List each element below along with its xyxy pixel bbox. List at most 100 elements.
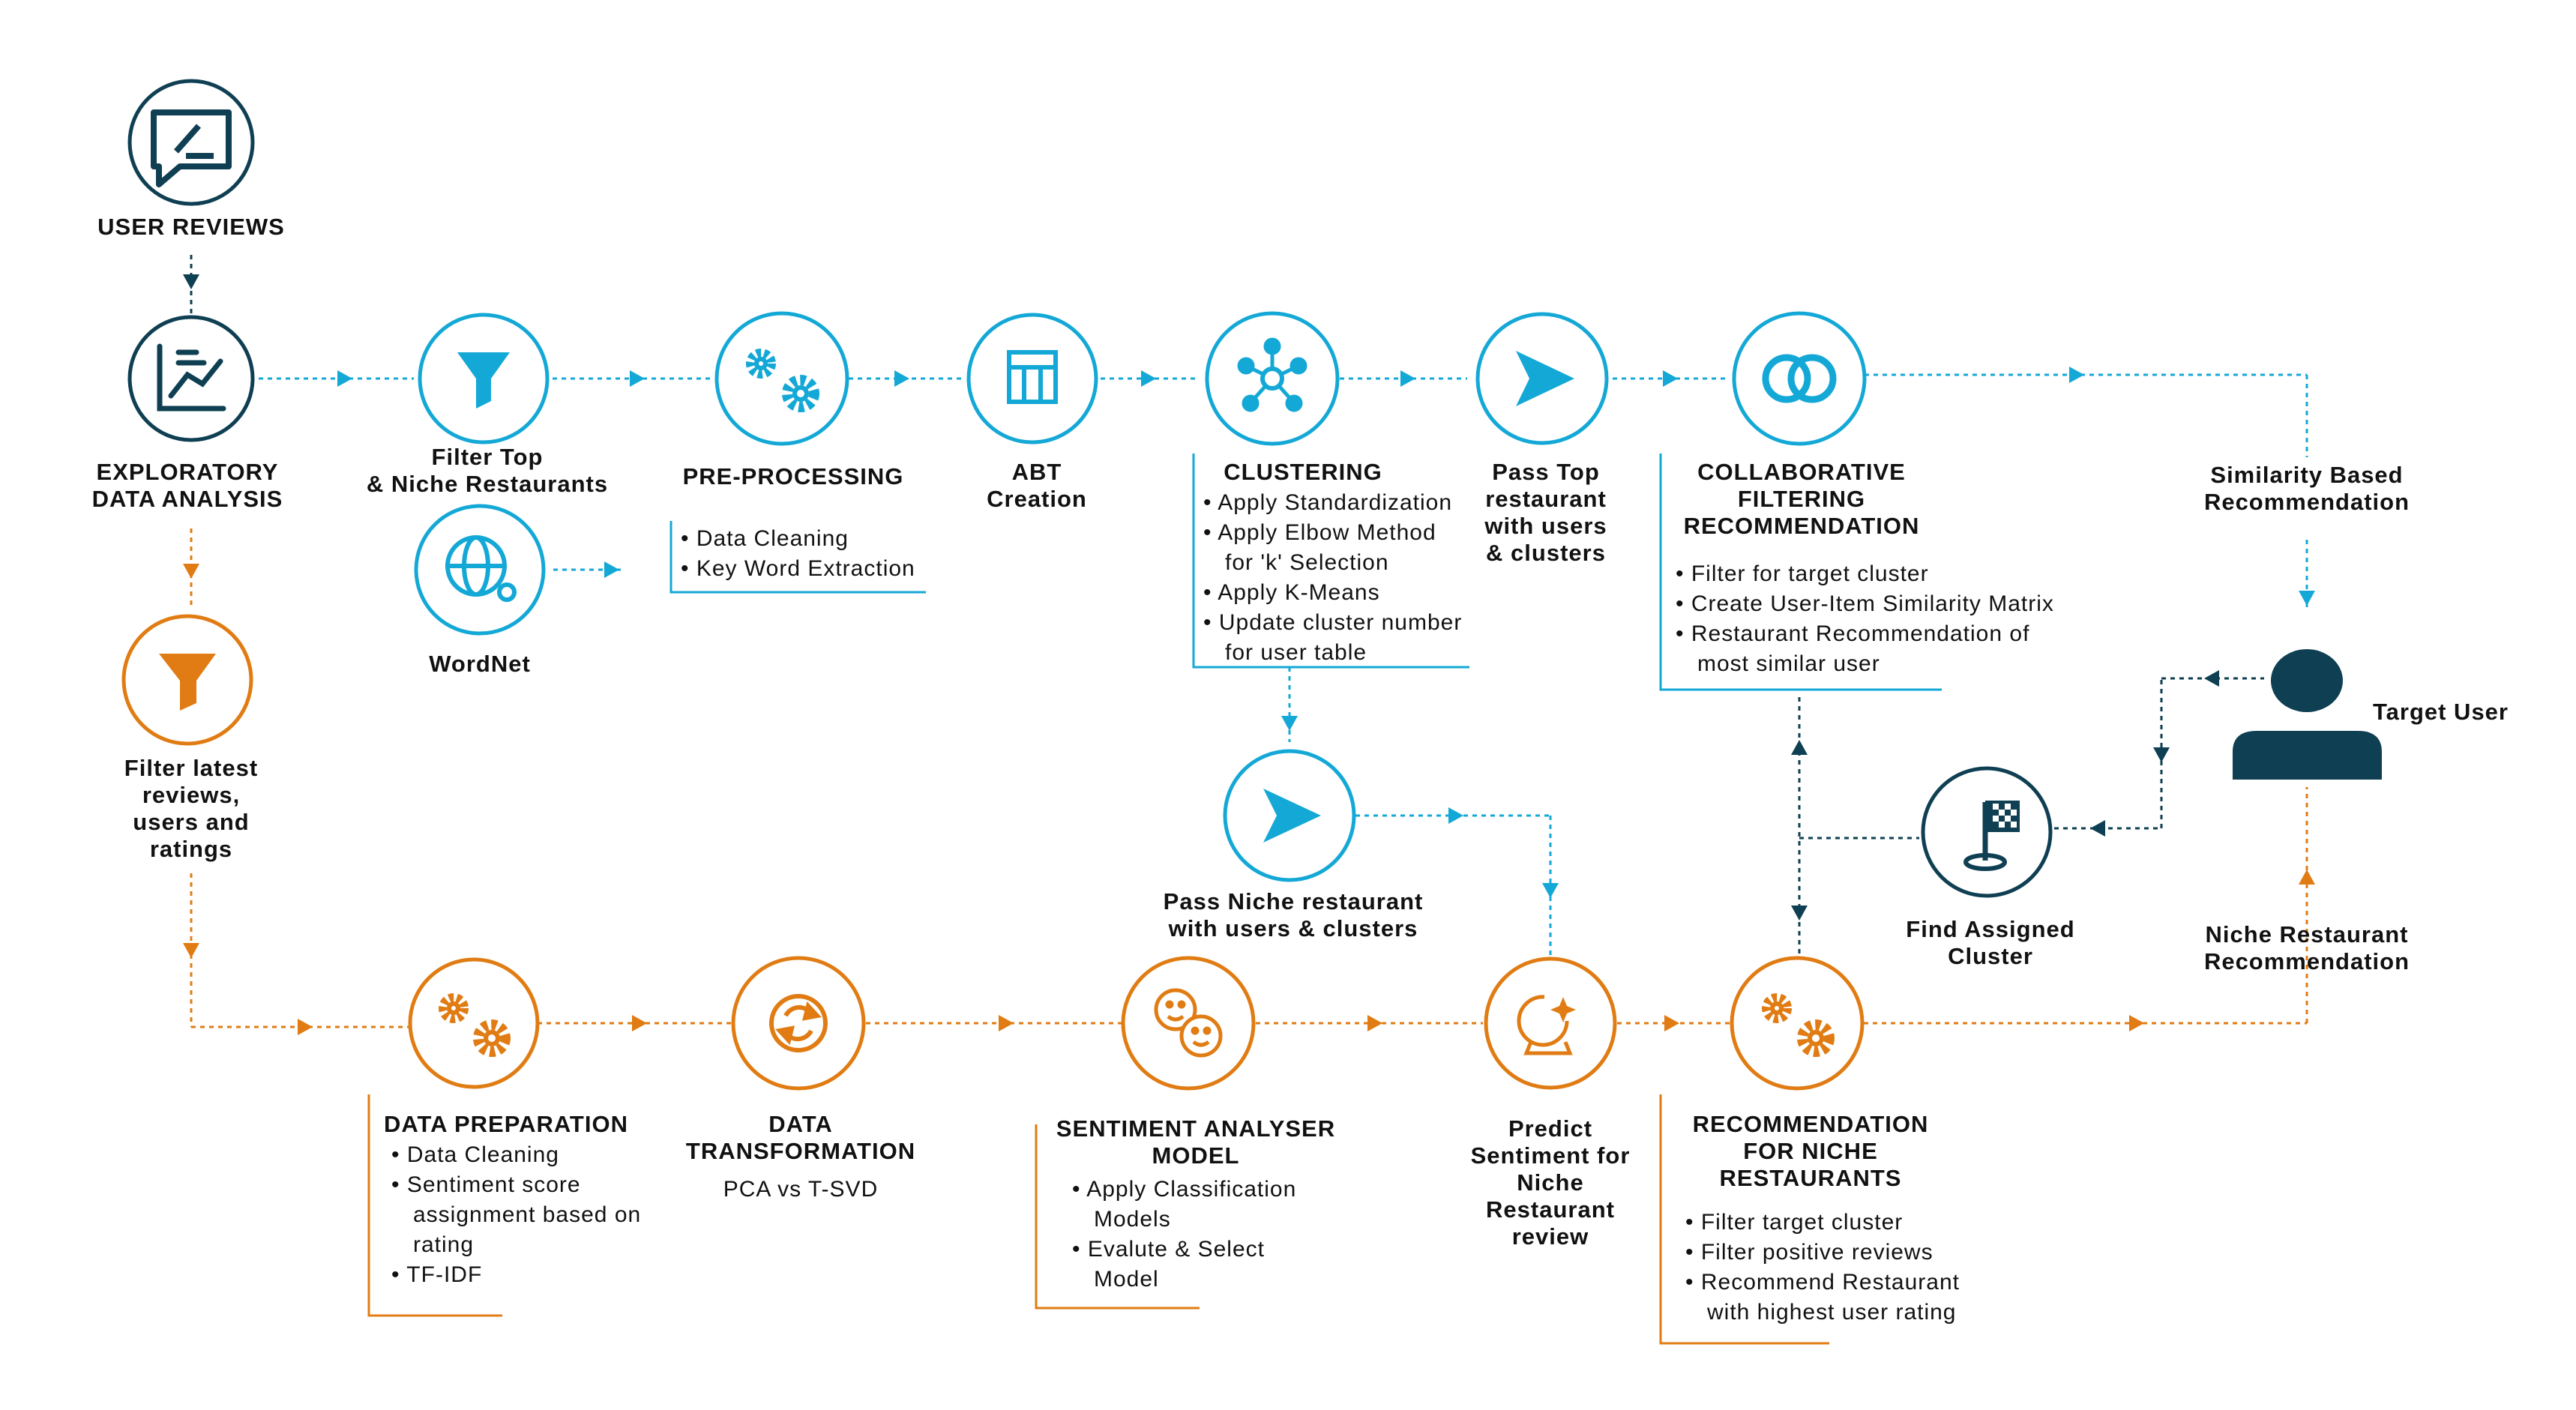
data-prep-label: DATA PREPARATION	[384, 1111, 628, 1137]
eda-node: EXPLORATORY DATA ANALYSIS	[92, 315, 283, 512]
find-cluster-label-2: Cluster	[1948, 943, 2033, 969]
reco-niche-label-3: RESTAURANTS	[1720, 1165, 1902, 1191]
find-cluster-label-1: Find Assigned	[1906, 916, 2074, 942]
svg-text:Recommendation: Recommendation	[2204, 489, 2410, 515]
data-transform-label-2: TRANSFORMATION	[686, 1138, 915, 1164]
niche-reco-label: Niche Restaurant Recommendation	[2204, 921, 2410, 974]
clustering-bullet-2a: • Apply Elbow Method	[1203, 520, 1436, 545]
filter-top-node: Filter Top & Niche Restaurants	[367, 313, 608, 497]
line-chart-icon	[157, 343, 226, 412]
refresh-coin-icon	[769, 994, 828, 1052]
pass-niche-label-2: with users & clusters	[1168, 915, 1418, 941]
predict-label-3: Niche	[1517, 1169, 1583, 1196]
globe-icon	[445, 535, 517, 602]
send-icon	[1516, 351, 1574, 406]
svg-text:Recommendation: Recommendation	[2204, 948, 2410, 974]
overlap-circles-icon	[1762, 354, 1837, 403]
data-transform-label-1: DATA	[768, 1111, 833, 1137]
filter-top-label-1: Filter Top	[432, 444, 544, 470]
reco-niche-label-1: RECOMMENDATION	[1693, 1111, 1929, 1137]
funnel-icon	[457, 352, 510, 409]
find-cluster-node: Find Assigned Cluster	[1906, 766, 2074, 969]
reco-niche-node: RECOMMENDATION FOR NICHE RESTAURANTS • F…	[1685, 956, 1960, 1325]
user-reviews-label: USER REVIEWS	[97, 214, 285, 240]
eda-label-2: DATA ANALYSIS	[92, 486, 283, 512]
pass-top-label-2: restaurant	[1485, 486, 1607, 512]
data-prep-bullet-1: • Data Cleaning	[391, 1142, 559, 1167]
clustering-label: CLUSTERING	[1224, 459, 1382, 485]
filter-latest-label-3: users and	[133, 809, 249, 835]
predict-label-1: Predict	[1508, 1115, 1592, 1142]
crystal-ball-icon	[1517, 995, 1576, 1055]
data-prep-node: DATA PREPARATION • Data Cleaning • Senti…	[384, 957, 641, 1287]
wordnet-node: WordNet	[414, 504, 546, 677]
gears-icon	[439, 993, 511, 1057]
collab-label-1: COLLABORATIVE	[1697, 459, 1906, 485]
collab-label-3: RECOMMENDATION	[1684, 513, 1920, 539]
preprocessing-node: PRE-PROCESSING • Data Cleaning • Key Wor…	[681, 311, 915, 581]
pass-top-node: Pass Top restaurant with users & cluster…	[1475, 312, 1609, 566]
data-prep-bullet-2b: assignment based on	[413, 1202, 641, 1227]
pass-top-label-4: & clusters	[1486, 540, 1606, 566]
data-prep-bullet-3: • TF-IDF	[391, 1262, 482, 1287]
faces-icon	[1154, 988, 1223, 1058]
collab-bullet-3a: • Restaurant Recommendation of	[1676, 621, 2029, 646]
reco-niche-bullet-2: • Filter positive reviews	[1685, 1240, 1933, 1265]
sentiment-model-label-1: SENTIMENT ANALYSER	[1056, 1115, 1335, 1142]
table-icon	[1007, 350, 1058, 404]
collab-bullet-3b: most similar user	[1697, 651, 1880, 676]
funnel-icon	[159, 654, 216, 711]
clustering-bullet-4b: for user table	[1225, 640, 1367, 665]
data-transform-node: DATA TRANSFORMATION PCA vs T-SVD	[686, 956, 915, 1202]
pass-niche-node: Pass Niche restaurant with users & clust…	[1164, 749, 1424, 941]
network-icon	[1237, 337, 1307, 412]
filter-top-label-2: & Niche Restaurants	[367, 471, 608, 497]
sentiment-model-node: SENTIMENT ANALYSER MODEL • Apply Classif…	[1056, 956, 1335, 1292]
user-icon	[2233, 649, 2382, 780]
predict-label-4: Restaurant	[1486, 1196, 1615, 1223]
data-prep-bullet-2a: • Sentiment score	[391, 1172, 581, 1197]
gears-icon	[746, 349, 819, 412]
pass-niche-label-1: Pass Niche restaurant	[1164, 888, 1424, 915]
connectors	[183, 255, 2315, 1035]
chat-pen-icon	[151, 109, 232, 187]
clustering-bullet-4a: • Update cluster number	[1203, 610, 1462, 635]
clustering-bullet-3: • Apply K-Means	[1203, 580, 1380, 605]
pass-top-label-3: with users	[1484, 513, 1607, 539]
sentiment-model-bullet-2b: Model	[1094, 1267, 1159, 1292]
preprocessing-bullet-2: • Key Word Extraction	[681, 556, 915, 581]
data-transform-sub: PCA vs T-SVD	[723, 1177, 879, 1202]
predict-node: Predict Sentiment for Niche Restaurant r…	[1471, 956, 1629, 1250]
collab-bullet-2: • Create User-Item Similarity Matrix	[1676, 591, 2054, 616]
sentiment-model-bullet-1a: • Apply Classification	[1072, 1177, 1296, 1202]
collab-label-2: FILTERING	[1738, 486, 1865, 512]
reco-niche-bullet-3b: with highest user rating	[1706, 1300, 1957, 1325]
abt-label-2: Creation	[987, 486, 1087, 512]
bracket-lines	[367, 454, 1942, 1345]
eda-label-1: EXPLORATORY	[97, 459, 279, 485]
filter-latest-node: Filter latest reviews, users and ratings	[121, 614, 258, 862]
filter-latest-label-1: Filter latest	[124, 755, 258, 781]
clustering-node: CLUSTERING • Apply Standardization • App…	[1203, 311, 1462, 665]
filter-latest-label-2: reviews,	[142, 782, 240, 808]
clustering-bullet-1: • Apply Standardization	[1203, 490, 1452, 515]
sentiment-model-bullet-1b: Models	[1094, 1207, 1171, 1232]
user-reviews-node: USER REVIEWS	[97, 79, 285, 240]
predict-label-5: review	[1512, 1223, 1589, 1250]
pass-top-label-1: Pass Top	[1492, 459, 1600, 485]
reco-niche-bullet-1: • Filter target cluster	[1685, 1210, 1903, 1235]
abt-node: ABT Creation	[966, 313, 1098, 512]
svg-text:Niche Restaurant: Niche Restaurant	[2206, 921, 2409, 947]
filter-latest-label-4: ratings	[150, 836, 232, 862]
sentiment-model-label-2: MODEL	[1152, 1142, 1240, 1169]
send-icon	[1263, 789, 1321, 843]
target-user-node: Target User	[2233, 649, 2508, 780]
abt-label-1: ABT	[1012, 459, 1062, 485]
data-prep-bullet-2c: rating	[413, 1232, 474, 1257]
reco-niche-bullet-3a: • Recommend Restaurant	[1685, 1270, 1960, 1295]
wordnet-label: WordNet	[429, 651, 531, 677]
clustering-bullet-2b: for 'k' Selection	[1225, 550, 1389, 575]
preprocessing-bullet-1: • Data Cleaning	[681, 526, 849, 551]
collab-node: COLLABORATIVE FILTERING RECOMMENDATION •…	[1676, 311, 2054, 676]
